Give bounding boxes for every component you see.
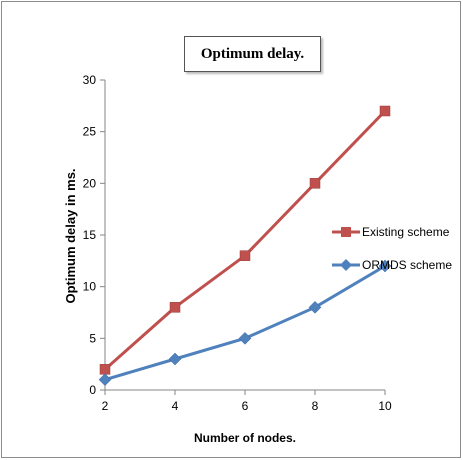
data-point [378, 259, 392, 273]
legend-label: Existing scheme [362, 225, 450, 239]
chart-title: Optimum delay. [200, 45, 305, 62]
data-point [99, 364, 111, 375]
y-tick-label: 25 [83, 125, 97, 139]
x-tick-label: 8 [312, 399, 319, 413]
data-point [379, 105, 391, 117]
y-tick-label: 5 [89, 331, 96, 345]
y-tick-label: 30 [83, 73, 97, 87]
y-tick-label: 20 [83, 176, 97, 190]
plot-area [98, 105, 392, 387]
x-axis-label: Number of nodes. [194, 431, 296, 445]
series-line-2 [104, 264, 386, 382]
data-point [238, 331, 252, 345]
y-tick-label: 0 [89, 383, 96, 397]
y-axis-label: Optimum delay in ms. [63, 168, 78, 303]
x-tick-label: 10 [378, 399, 392, 413]
data-point [308, 300, 322, 314]
chart-title-box: Optimum delay. [184, 36, 321, 72]
x-tick-label: 4 [172, 399, 179, 413]
y-tick-label: 15 [83, 228, 97, 242]
series-line-1 [104, 109, 387, 371]
y-tick-label: 10 [83, 280, 97, 294]
legend-label: ORMDS scheme [362, 258, 452, 272]
legend-marker [341, 227, 351, 237]
axes: 0 5 10 15 20 25 30 2 4 6 8 10 [83, 73, 392, 413]
legend-marker [340, 259, 352, 271]
x-tick-label: 2 [102, 399, 109, 413]
data-point [168, 352, 182, 366]
data-point [169, 302, 181, 313]
x-tick-label: 6 [242, 399, 249, 413]
data-point [98, 373, 112, 387]
data-point [239, 250, 251, 261]
data-point [309, 178, 321, 189]
legend: Existing scheme ORMDS scheme [332, 225, 452, 272]
